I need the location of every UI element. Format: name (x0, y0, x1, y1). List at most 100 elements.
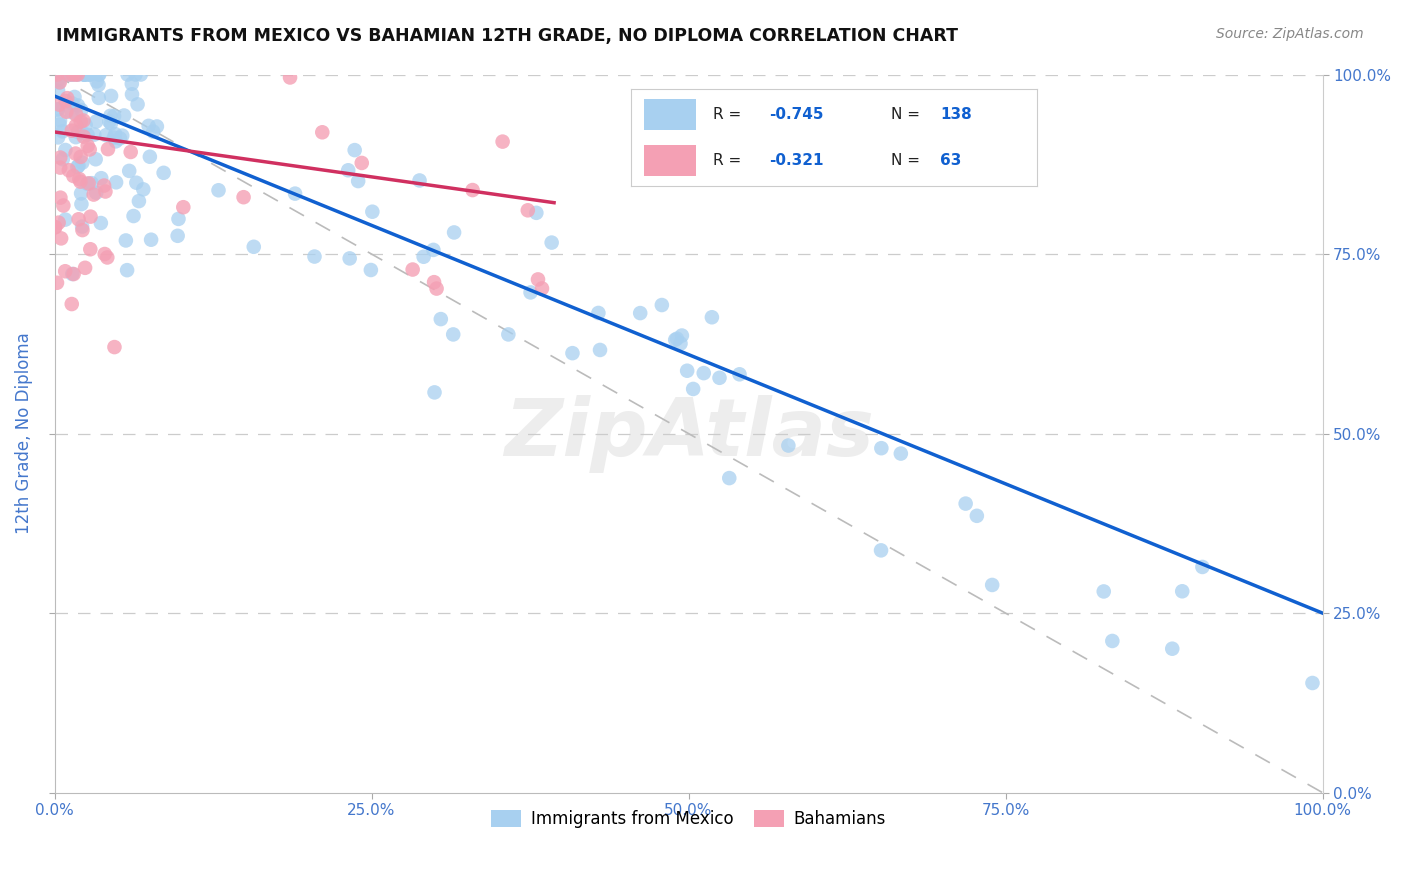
Point (139, 150, 162, 164)
Point (890, 446, 912, 460)
Point (46, 130, 69, 145)
Point (524, 206, 547, 220)
Point (46, 68, 69, 82)
Point (87, 78, 110, 92)
Point (664, 333, 686, 347)
Point (46, 276, 69, 290)
Point (49, 191, 72, 205)
Point (104, 127, 127, 141)
Point (60, 68, 83, 82)
Text: IMMIGRANTS FROM MEXICO VS BAHAMIAN 12TH GRADE, NO DIPLOMA CORRELATION CHART: IMMIGRANTS FROM MEXICO VS BAHAMIAN 12TH … (56, 27, 959, 45)
Point (146, 120, 169, 134)
Point (67, 159, 90, 173)
Point (79, 143, 101, 157)
Point (69, 115, 91, 129)
Point (124, 68, 146, 82)
Point (589, 343, 612, 357)
Point (65, 108, 87, 122)
Point (49, 151, 72, 165)
Y-axis label: 12th Grade, No Diploma: 12th Grade, No Diploma (15, 333, 32, 534)
Point (540, 235, 562, 250)
Point (93, 247, 115, 261)
Point (80, 176, 103, 190)
Point (408, 173, 430, 187)
Point (108, 131, 131, 145)
Legend: Immigrants from Mexico, Bahamians: Immigrants from Mexico, Bahamians (485, 803, 893, 835)
Point (115, 234, 138, 248)
Point (700, 310, 723, 325)
Point (709, 371, 731, 385)
Point (79, 68, 101, 82)
Text: Source: ZipAtlas.com: Source: ZipAtlas.com (1216, 27, 1364, 41)
Point (588, 306, 610, 320)
Point (127, 97, 149, 112)
Text: ZipAtlas: ZipAtlas (503, 394, 873, 473)
Point (339, 252, 361, 266)
Point (90, 171, 112, 186)
Point (519, 285, 541, 300)
Point (75, 118, 97, 132)
Point (167, 211, 190, 226)
Point (60, 96, 83, 111)
Point (527, 272, 550, 286)
Point (117, 68, 139, 82)
Point (1101, 634, 1123, 648)
Point (103, 340, 125, 354)
Point (83, 187, 105, 202)
Point (48, 97, 70, 112)
Point (676, 364, 699, 378)
Point (1092, 584, 1115, 599)
Point (46, 103, 69, 117)
Point (84, 114, 107, 128)
Point (67, 212, 90, 227)
Point (166, 228, 188, 243)
Point (347, 174, 370, 188)
Point (83, 128, 105, 142)
Point (129, 68, 152, 82)
Point (44, 220, 66, 235)
Point (122, 209, 145, 223)
Point (128, 194, 150, 208)
Point (778, 438, 800, 452)
Point (73, 68, 96, 82)
Point (669, 336, 692, 351)
Point (441, 327, 464, 342)
Point (100, 109, 122, 123)
Point (76, 128, 98, 142)
Point (728, 368, 751, 382)
Point (79, 68, 101, 82)
Point (53, 264, 76, 278)
Point (55, 104, 77, 119)
Point (121, 87, 143, 102)
Point (232, 190, 254, 204)
Point (44, 220, 66, 235)
Point (65, 68, 87, 82)
Point (412, 250, 434, 264)
Point (84, 153, 107, 167)
Point (132, 182, 155, 196)
Point (981, 578, 1004, 592)
Point (93, 178, 115, 193)
Point (69, 150, 91, 164)
Point (52, 198, 75, 212)
Point (966, 508, 988, 523)
Point (561, 346, 583, 360)
Point (79, 242, 101, 256)
Point (423, 275, 446, 289)
Point (77, 68, 100, 82)
Point (60, 297, 83, 311)
Point (58, 163, 80, 178)
Point (56, 91, 79, 105)
Point (304, 250, 326, 264)
Point (401, 262, 423, 277)
Point (59, 68, 82, 82)
Point (86, 74, 108, 88)
Point (66, 125, 89, 139)
Point (105, 175, 128, 189)
Point (55, 143, 77, 157)
Point (138, 119, 160, 133)
Point (60, 105, 83, 120)
Point (70, 186, 93, 201)
Point (693, 366, 716, 380)
Point (58, 68, 80, 82)
